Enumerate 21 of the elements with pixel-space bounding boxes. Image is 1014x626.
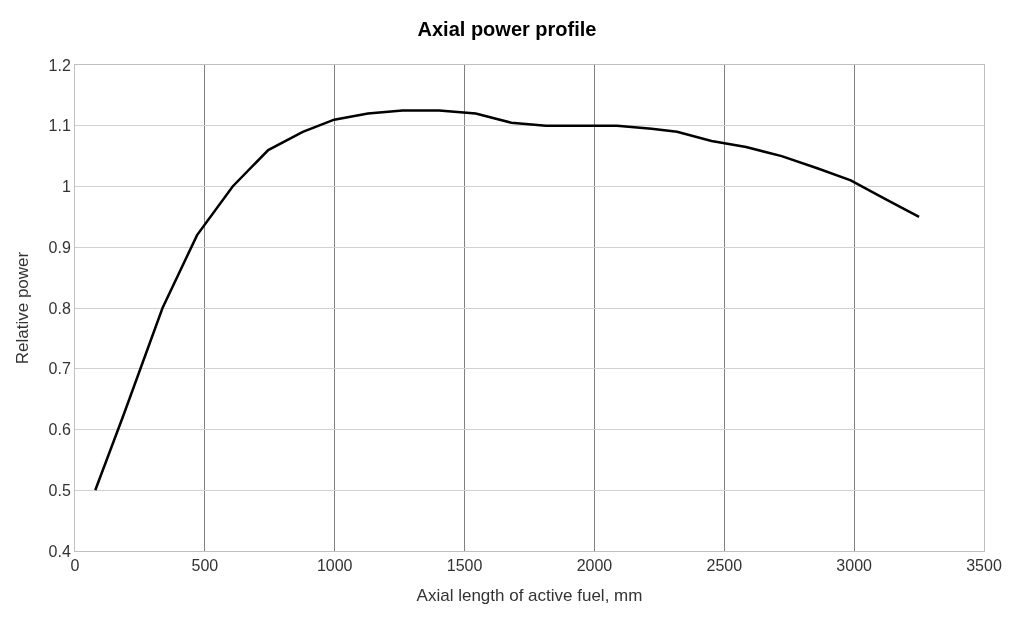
x-tick-label: 3000 (836, 557, 873, 575)
x-tick-label: 1500 (446, 557, 483, 575)
x-tick-label: 0 (70, 557, 80, 575)
x-tick-label: 500 (191, 557, 219, 575)
x-tick-label: 1000 (316, 557, 353, 575)
x-tick-label: 3500 (966, 557, 1002, 575)
chart-title: Axial power profile (417, 17, 597, 40)
y-axis-title: Relative power (13, 251, 33, 365)
line-series (94, 109, 921, 492)
y-tick-label: 0.8 (48, 299, 71, 317)
y-tick-label: 0.5 (48, 481, 71, 499)
y-tick-label: 0.9 (48, 238, 71, 256)
y-tick-label: 1 (61, 178, 71, 196)
y-tick-label: 1.2 (48, 56, 71, 74)
y-tick-label: 0.4 (48, 542, 71, 560)
y-tick-label: 0.6 (48, 421, 71, 439)
x-tick-label: 2500 (706, 557, 743, 575)
x-tick-label: 2000 (576, 557, 613, 575)
x-axis-title: Axial length of active fuel, mm (416, 585, 643, 605)
y-tick-label: 0.7 (48, 360, 71, 378)
y-tick-label: 1.1 (48, 117, 71, 135)
